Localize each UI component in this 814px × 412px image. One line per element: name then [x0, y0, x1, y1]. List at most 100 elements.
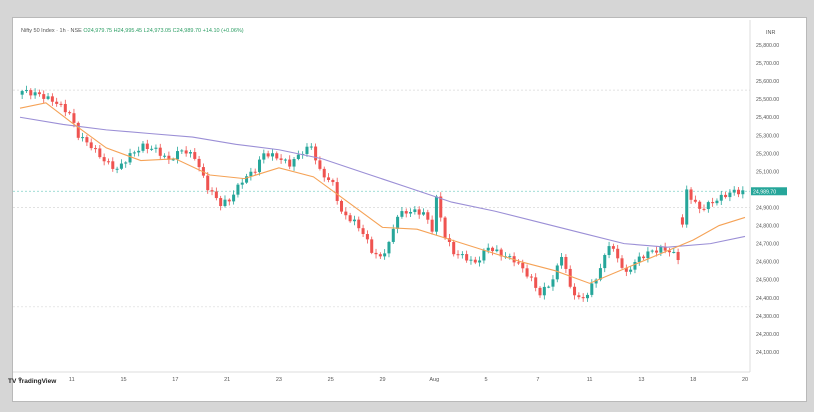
candle-body	[253, 171, 257, 173]
candle-body	[421, 212, 426, 215]
candle-body	[413, 209, 417, 212]
candle-body	[89, 142, 93, 149]
candle-body	[33, 92, 37, 96]
y-tick-label: 24,500.00	[756, 278, 779, 284]
candle-body	[603, 255, 607, 269]
y-tick-label: 25,700.00	[756, 61, 779, 67]
candle-body	[279, 158, 283, 160]
x-tick-label: 11	[587, 377, 593, 383]
candle-body	[50, 96, 54, 102]
candle-body	[447, 238, 451, 243]
candle-body	[452, 242, 456, 255]
candle-body	[633, 261, 637, 270]
candle-body	[370, 239, 374, 253]
y-tick-label: 25,200.00	[756, 151, 779, 157]
candle-body	[439, 196, 443, 218]
candle-body	[706, 202, 710, 210]
candle-body	[396, 216, 400, 229]
candle-body	[141, 143, 145, 151]
candle-body	[102, 157, 106, 162]
candle-body	[547, 286, 551, 288]
candle-body	[724, 194, 728, 198]
candle-body	[374, 252, 378, 255]
candle-body	[551, 279, 555, 287]
candle-body	[616, 248, 620, 259]
candle-body	[387, 241, 391, 254]
candle-body	[296, 154, 300, 160]
candle-body	[585, 294, 589, 299]
candle-body	[115, 168, 119, 170]
candle-body	[20, 91, 24, 95]
y-tick-label: 25,100.00	[756, 169, 779, 175]
candle-body	[594, 279, 598, 284]
candle-body	[391, 228, 395, 242]
y-tick-label: 24,700.00	[756, 242, 779, 248]
ma-slow-line	[19, 116, 746, 248]
y-tick-label: 25,800.00	[756, 43, 779, 49]
candle-body	[378, 254, 382, 257]
last-price-box	[751, 187, 787, 196]
candle-body	[702, 208, 706, 210]
tradingview-logo: TV TradingView	[8, 378, 57, 385]
candle-body	[42, 94, 46, 99]
candle-body	[180, 150, 184, 152]
candle-body	[201, 167, 205, 176]
candle-body	[365, 234, 369, 240]
x-tick-label: 7	[536, 377, 539, 383]
candle-body	[309, 146, 313, 148]
candle-body	[236, 184, 240, 195]
candle-body	[698, 201, 702, 209]
candle-body	[473, 259, 477, 263]
candle-body	[646, 251, 650, 259]
candle-body	[339, 200, 344, 212]
candle-body	[516, 262, 520, 264]
candle-body	[283, 159, 287, 161]
candle-body	[728, 192, 732, 198]
candle-body	[322, 168, 326, 178]
candle-body	[486, 247, 490, 251]
ohlc-line: O24,979.75 H24,995.45 L24,973.05 C24,989…	[83, 28, 244, 34]
candle-body	[335, 182, 339, 201]
candle-body	[106, 161, 110, 163]
candle-body	[672, 251, 676, 253]
x-tick-label: Aug	[429, 377, 439, 383]
candle-body	[534, 277, 538, 288]
candle-body	[577, 295, 581, 298]
candle-body	[314, 146, 318, 161]
candle-body	[124, 162, 128, 164]
candle-body	[331, 179, 335, 183]
candle-body	[150, 148, 154, 150]
candle-body	[361, 228, 365, 235]
candle-body	[163, 155, 167, 157]
candle-body	[495, 249, 499, 252]
y-tick-label: 24,900.00	[756, 206, 779, 212]
x-tick-label: 15	[121, 377, 127, 383]
y-tick-label: 24,400.00	[756, 296, 779, 302]
candle-body	[176, 151, 180, 160]
candle-body	[478, 260, 482, 263]
candle-body	[383, 253, 387, 257]
x-tick-label: 29	[379, 377, 385, 383]
candle-body	[223, 199, 227, 207]
candle-body	[98, 148, 102, 158]
candle-body	[529, 276, 533, 278]
candle-body	[266, 153, 270, 157]
candle-body	[667, 250, 671, 253]
x-tick-label: 20	[742, 377, 748, 383]
candle-body	[620, 258, 624, 268]
candle-body	[491, 247, 495, 252]
currency-label: INR	[766, 30, 776, 36]
symbol-line: Nifty 50 Index · 1h · NSE	[21, 28, 82, 34]
candle-body	[737, 189, 741, 195]
y-tick-label: 24,600.00	[756, 260, 779, 266]
candle-body	[275, 153, 279, 159]
candle-body	[184, 150, 188, 154]
candle-body	[637, 256, 641, 262]
candle-body	[305, 146, 309, 154]
candle-body	[352, 219, 356, 222]
candle-body	[711, 202, 715, 204]
x-tick-label: 9	[18, 377, 21, 383]
candle-body	[270, 153, 274, 157]
candle-body	[72, 113, 76, 123]
